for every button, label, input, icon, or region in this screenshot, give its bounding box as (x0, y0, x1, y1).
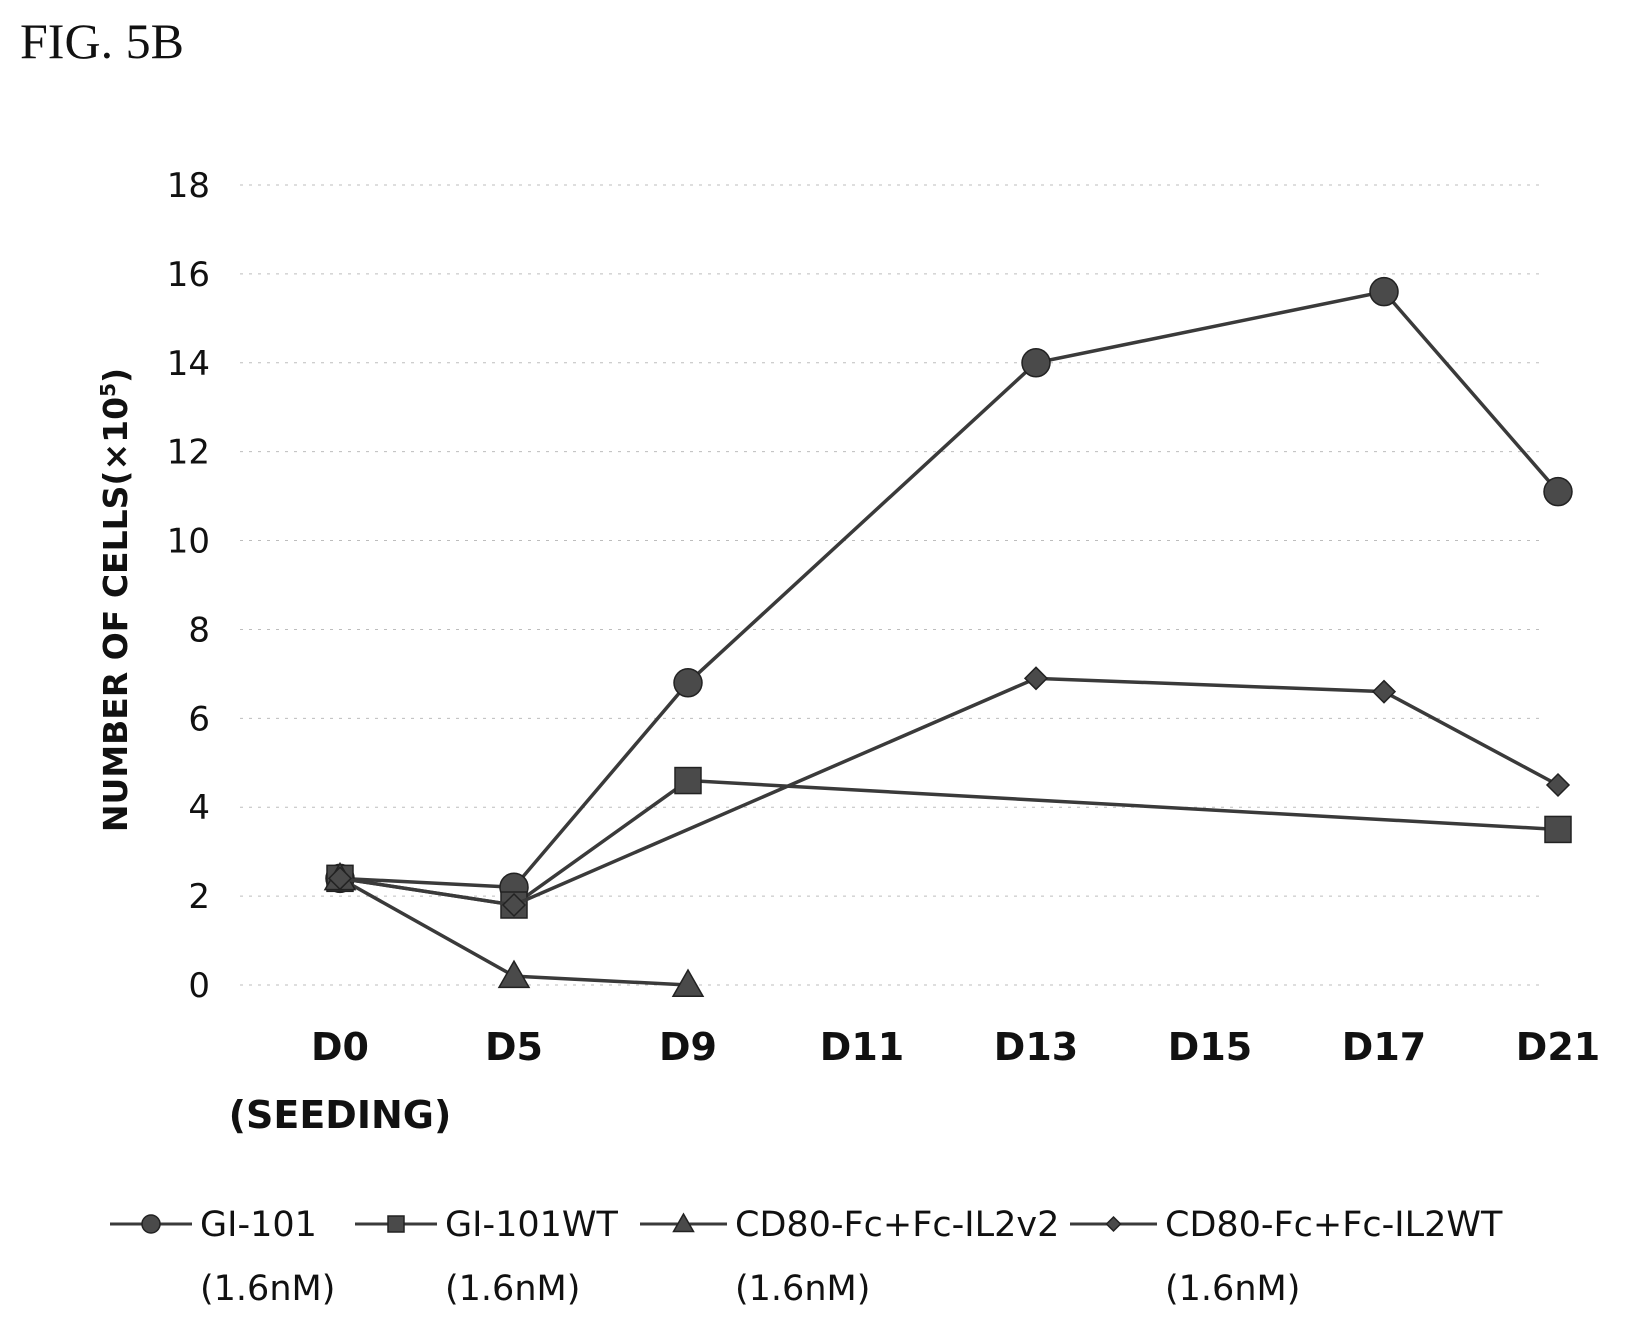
x-tick-sublabel: (SEEDING) (229, 1093, 452, 1137)
x-tick-label: D13 (994, 1025, 1078, 1069)
diamond-marker (1545, 772, 1571, 798)
legend-item: GI-101 (1.6nM) (110, 1205, 335, 1309)
y-tick-label: 4 (188, 788, 210, 828)
circle-marker (1021, 348, 1051, 378)
series-circle (325, 276, 1573, 902)
legend-sublabel: (1.6nM) (1165, 1269, 1300, 1309)
y-axis-label-text: NUMBER OF CELLS(×10 (96, 397, 135, 832)
legend-item: CD80-Fc+Fc-IL2v2 (1.6nM) (640, 1205, 1059, 1309)
diamond-marker (1105, 1215, 1122, 1233)
diamond-marker (1023, 666, 1049, 691)
circle-marker (1369, 276, 1399, 307)
series-diamond (327, 666, 1571, 918)
legend-sublabel: (1.6nM) (445, 1269, 580, 1309)
y-axis-label-superscript: 5 (96, 383, 120, 397)
square-marker (1544, 815, 1572, 844)
series-lines (323, 276, 1573, 997)
legend-label: CD80-Fc+Fc-IL2WT (1165, 1205, 1503, 1245)
x-tick-label: D17 (1342, 1025, 1426, 1069)
diamond-marker (501, 892, 527, 918)
gridlines (240, 184, 1545, 986)
y-tick-labels: 0 2 4 6 8 10 12 14 16 18 (167, 166, 210, 1006)
legend-sublabel: (1.6nM) (200, 1269, 335, 1309)
x-tick-labels: D0 (SEEDING) D5 D9 D11 D13 D15 D17 D21 (229, 1025, 1601, 1137)
square-marker (674, 766, 702, 795)
x-tick-label: D5 (485, 1025, 543, 1069)
y-axis-label-close: ) (96, 368, 135, 383)
x-tick-label: D9 (659, 1025, 717, 1069)
y-tick-label: 0 (188, 966, 210, 1006)
legend: GI-101(1.6nM)GI-101WT(1.6nM)CD80-Fc+Fc-I… (110, 1205, 1503, 1309)
y-tick-label: 6 (188, 699, 210, 739)
circle-marker (1543, 476, 1573, 507)
diamond-marker (327, 866, 353, 891)
circle-marker (141, 1214, 161, 1234)
triangle-marker (672, 1212, 695, 1233)
y-tick-label: 16 (167, 255, 210, 295)
legend-label: CD80-Fc+Fc-IL2v2 (735, 1205, 1059, 1245)
legend-item: CD80-Fc+Fc-IL2WT (1.6nM) (1070, 1205, 1503, 1309)
square-marker (387, 1215, 405, 1233)
legend-label: GI-101 (200, 1205, 317, 1245)
figure-label: FIG. 5B (20, 13, 184, 69)
y-tick-label: 18 (167, 166, 210, 206)
series-line (339, 289, 1560, 890)
triangle-marker (497, 959, 531, 989)
legend-item: GI-101WT (1.6nM) (355, 1205, 618, 1309)
diamond-marker (1371, 679, 1397, 704)
legend-label: GI-101WT (445, 1205, 618, 1245)
x-tick-label: D15 (1168, 1025, 1252, 1069)
y-tick-label: 8 (188, 610, 210, 650)
y-tick-label: 12 (167, 433, 210, 473)
x-tick-label: D11 (820, 1025, 904, 1069)
series-line (339, 676, 1559, 907)
triangle-marker (671, 968, 705, 997)
y-axis-label: NUMBER OF CELLS(×105) (96, 368, 135, 832)
x-tick-label: D21 (1516, 1025, 1600, 1069)
x-tick-label: D0 (311, 1025, 369, 1069)
y-tick-label: 14 (167, 344, 210, 384)
y-tick-label: 2 (188, 877, 210, 917)
y-tick-label: 10 (167, 522, 210, 562)
circle-marker (673, 668, 703, 698)
legend-sublabel: (1.6nM) (735, 1269, 870, 1309)
